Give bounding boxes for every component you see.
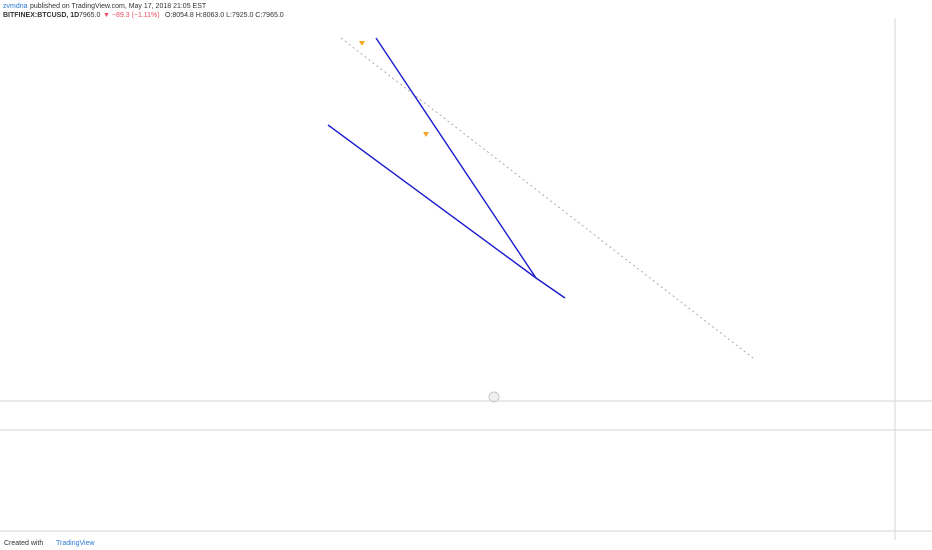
wedge-upper bbox=[375, 37, 537, 279]
footer-brand[interactable]: TradingView bbox=[56, 540, 95, 547]
event-icon bbox=[488, 391, 500, 403]
trend-line-dotted bbox=[340, 37, 754, 359]
marker bbox=[423, 132, 429, 137]
symbol: BITFINEX:BTCUSD, 1D bbox=[3, 12, 79, 19]
published: published on TradingView.com, May 17, 20… bbox=[30, 3, 207, 10]
marker bbox=[359, 41, 365, 46]
ohlc: O:8054.8 H:8063.0 L:7925.0 C:7965.0 bbox=[165, 12, 284, 19]
author[interactable]: zvmdna bbox=[3, 3, 28, 10]
footer-created: Created with bbox=[4, 540, 43, 547]
drawings bbox=[327, 37, 754, 403]
change: ▼ −89.3 (−1.11%) bbox=[103, 12, 160, 19]
price: 7965.0 bbox=[79, 12, 101, 19]
